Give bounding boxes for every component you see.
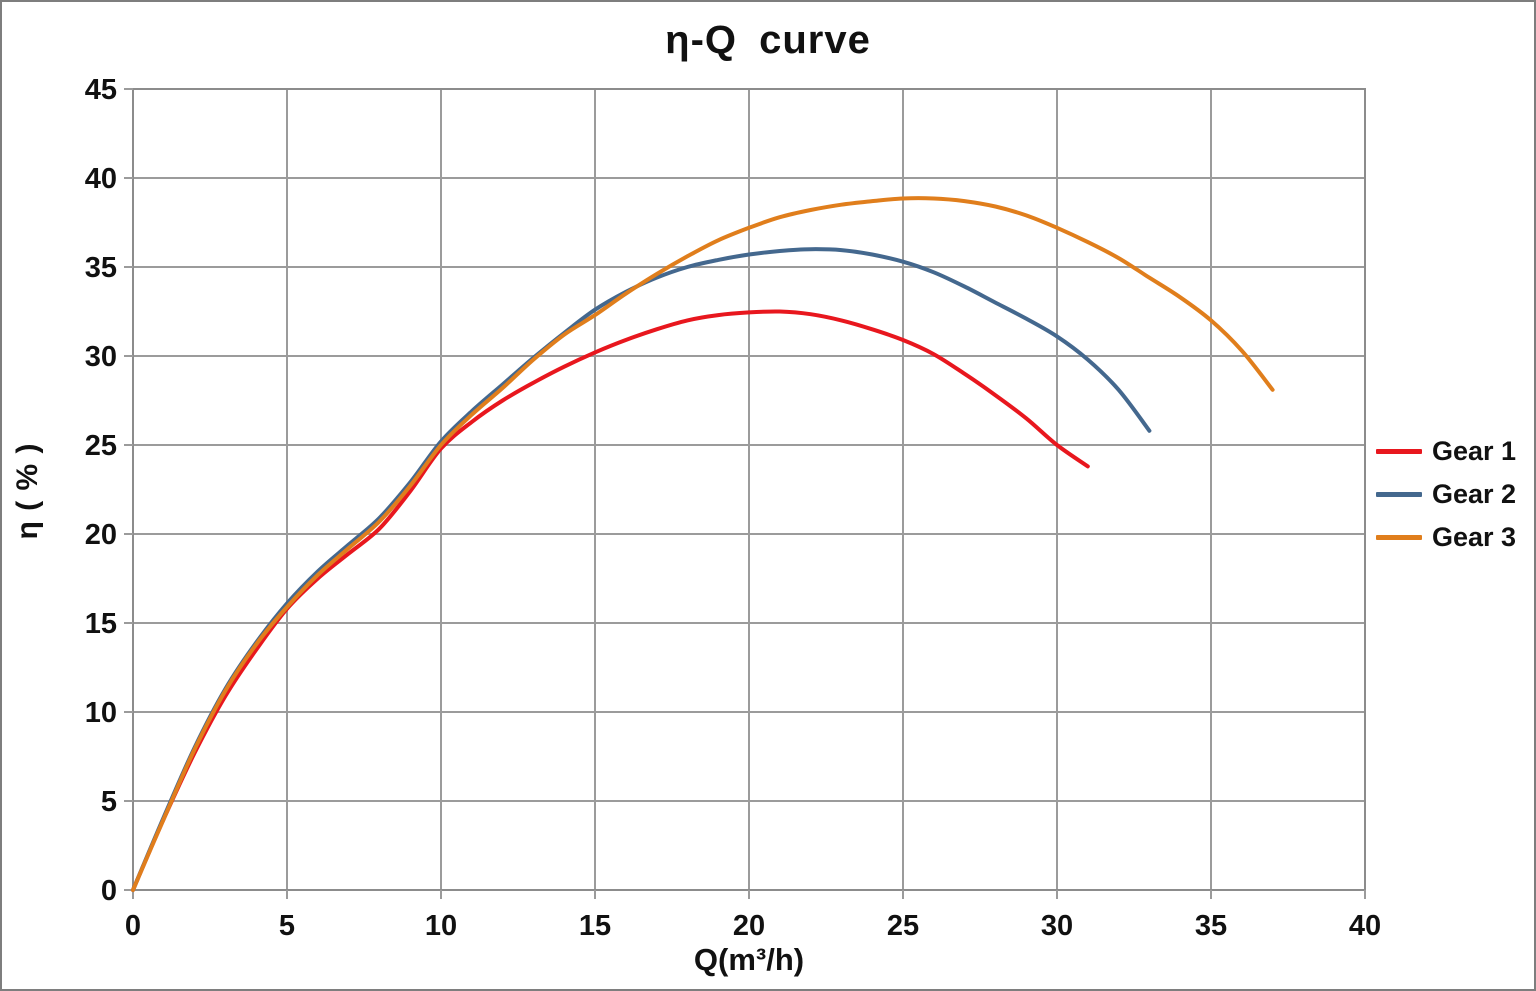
x-tick-label: 35 (1195, 910, 1227, 942)
gear-2-curve (131, 247, 1152, 892)
y-tick-label: 45 (85, 74, 117, 106)
gear-1-curve (131, 309, 1090, 892)
gear-1-line-swatch (1376, 448, 1422, 454)
x-tick-label: 5 (279, 910, 295, 942)
legend-label-gear-2: Gear 2 (1432, 478, 1517, 509)
gear-3-curve (131, 196, 1275, 892)
x-tick-label: 20 (733, 910, 765, 942)
gear-3-line-swatch (1376, 534, 1422, 540)
y-tick-label: 5 (101, 786, 117, 818)
y-tick-label: 10 (85, 697, 117, 729)
legend-label-gear-3: Gear 3 (1432, 521, 1517, 552)
legend-label-gear-1: Gear 1 (1432, 435, 1517, 466)
y-tick-label: 25 (85, 430, 117, 462)
legend-item-gear-3: Gear 3 (1376, 522, 1516, 552)
x-tick-label: 30 (1041, 910, 1073, 942)
x-tick-label: 25 (887, 910, 919, 942)
y-tick-label: 35 (85, 252, 117, 284)
x-tick-label: 15 (579, 910, 611, 942)
legend-item-gear-1: Gear 1 (1376, 436, 1516, 466)
y-tick-label: 0 (101, 875, 117, 907)
x-axis-title: Q(m³/h) (693, 942, 805, 977)
y-tick-label: 30 (85, 341, 117, 373)
x-tick-label: 10 (425, 910, 457, 942)
y-tick-label: 20 (85, 519, 117, 551)
legend-item-gear-2: Gear 2 (1376, 479, 1516, 509)
y-tick-label: 40 (85, 163, 117, 195)
y-axis-title: η ( % ) (11, 442, 44, 540)
chart-title: η-Q curve (665, 18, 871, 62)
x-tick-label: 40 (1349, 910, 1381, 942)
legend: Gear 1 Gear 2 Gear 3 (1376, 436, 1516, 552)
gear-2-line-swatch (1376, 491, 1422, 497)
y-tick-label: 15 (85, 608, 117, 640)
x-tick-label: 0 (125, 910, 141, 942)
